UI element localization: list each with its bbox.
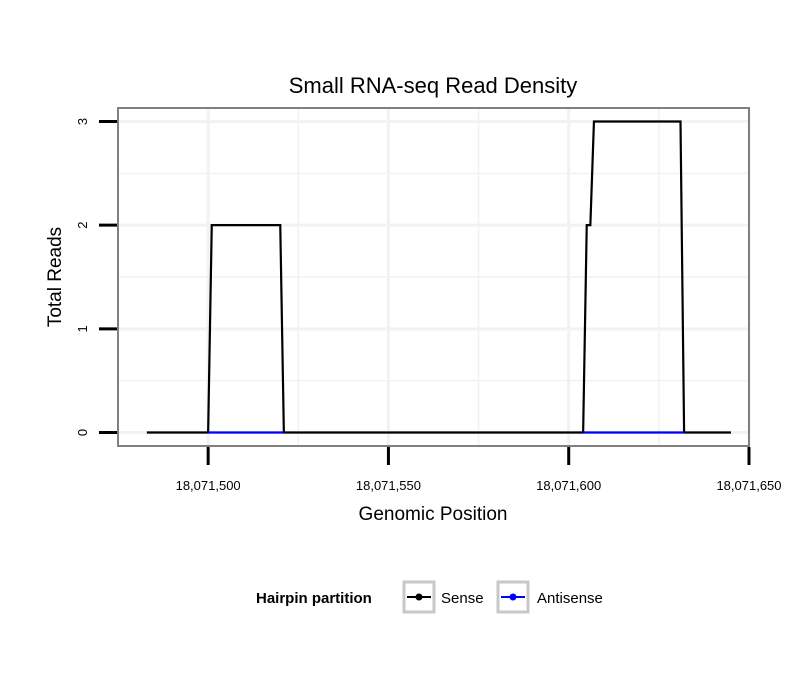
series-line-sense	[146, 120, 731, 434]
x-axis-title: Genomic Position	[359, 504, 508, 525]
y-axis-ticks: 0 1 2 3	[75, 118, 117, 436]
chart-title: Small RNA-seq Read Density	[289, 73, 578, 98]
legend-label-antisense: Antisense	[537, 590, 603, 607]
y-tick-label: 1	[75, 325, 90, 332]
x-tick-label: 18,071,550	[356, 478, 421, 493]
y-tick-label: 3	[75, 118, 90, 125]
x-tick-label: 18,071,650	[716, 478, 781, 493]
legend-title: Hairpin partition	[256, 590, 372, 607]
legend: Hairpin partition Sense Antisense	[256, 580, 603, 614]
legend-label-sense: Sense	[441, 590, 484, 607]
legend-dot-sense	[415, 593, 423, 601]
y-axis-title: Total Reads	[45, 227, 66, 327]
grid-lines	[118, 108, 751, 446]
x-tick-label: 18,071,500	[176, 478, 241, 493]
x-tick-label: 18,071,600	[536, 478, 601, 493]
series-lines	[146, 120, 731, 434]
legend-entry-antisense: Antisense	[496, 580, 603, 614]
legend-entry-sense: Sense	[402, 580, 484, 614]
plot-panel-border	[117, 107, 750, 447]
y-tick-label: 0	[75, 429, 90, 436]
x-axis-ticks: 18,071,500 18,071,550 18,071,600 18,071,650	[176, 447, 782, 493]
legend-dot-antisense	[509, 593, 517, 601]
y-tick-label: 2	[75, 222, 90, 229]
